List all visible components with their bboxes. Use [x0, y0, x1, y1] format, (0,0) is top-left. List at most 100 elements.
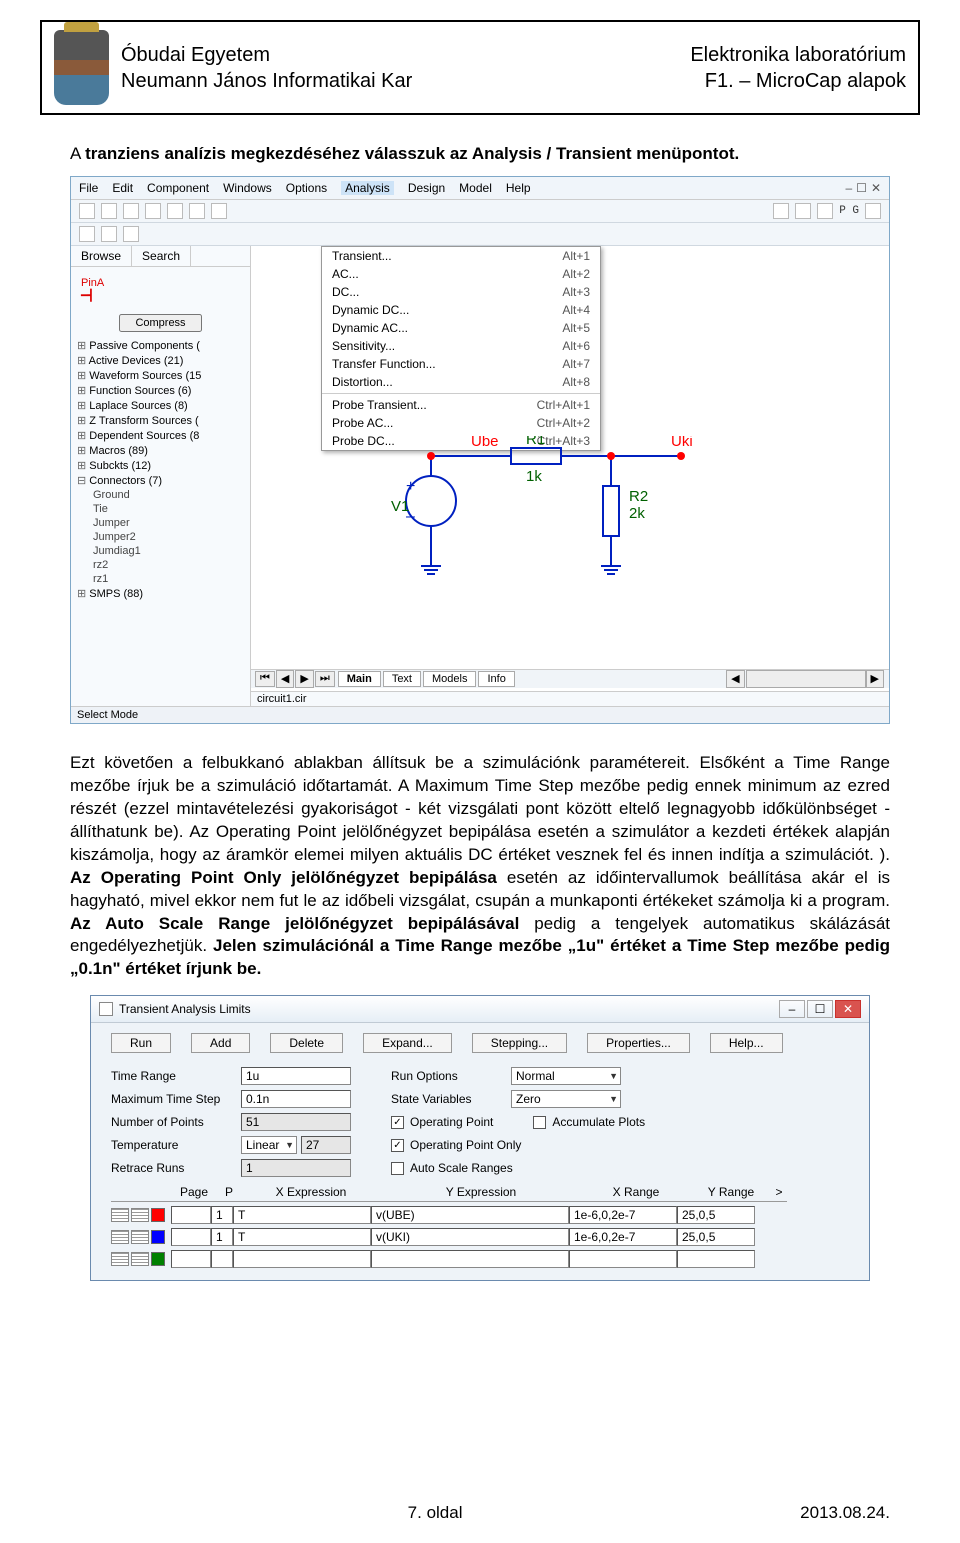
menu-item[interactable]: Dynamic AC...Alt+5: [322, 319, 600, 337]
dialog-button[interactable]: Properties...: [587, 1033, 690, 1053]
tool-icon[interactable]: [773, 203, 789, 219]
input-time-range[interactable]: 1u: [241, 1067, 351, 1085]
tab-search[interactable]: Search: [132, 246, 191, 266]
analysis-dropdown[interactable]: Transient...Alt+1AC...Alt+2DC...Alt+3Dyn…: [321, 246, 601, 451]
select-linear[interactable]: Linear: [241, 1136, 297, 1154]
menu-item[interactable]: Sensitivity...Alt+6: [322, 337, 600, 355]
tool-icon[interactable]: [795, 203, 811, 219]
minimize-icon[interactable]: –: [779, 1000, 805, 1018]
checkbox-operating-point-only[interactable]: ✓: [391, 1139, 404, 1152]
tree-item[interactable]: Z Transform Sources (: [77, 413, 244, 428]
col-yrange: Y Range: [691, 1185, 771, 1202]
tree-item[interactable]: rz1: [77, 572, 244, 586]
print-icon[interactable]: [145, 203, 161, 219]
maximize-icon[interactable]: ☐: [807, 1000, 833, 1018]
tree-item[interactable]: Passive Components (: [77, 338, 244, 353]
menu-windows[interactable]: Windows: [223, 181, 272, 195]
menu-component[interactable]: Component: [147, 181, 209, 195]
save-icon[interactable]: [123, 203, 139, 219]
dialog-button[interactable]: Stepping...: [472, 1033, 567, 1053]
tree-item[interactable]: Macros (89): [77, 443, 244, 458]
close-icon[interactable]: ✕: [835, 1000, 861, 1018]
checkbox-operating-point[interactable]: ✓: [391, 1116, 404, 1129]
tree-item[interactable]: Jumper2: [77, 530, 244, 544]
tree-item[interactable]: Waveform Sources (15: [77, 368, 244, 383]
cut-icon[interactable]: [167, 203, 183, 219]
copy-icon[interactable]: [189, 203, 205, 219]
tab-nav-first[interactable]: ⏮: [255, 671, 275, 687]
compress-button[interactable]: Compress: [119, 314, 201, 332]
tree-item[interactable]: Function Sources (6): [77, 383, 244, 398]
tab-models[interactable]: Models: [423, 671, 476, 687]
tab-info[interactable]: Info: [478, 671, 514, 687]
tool-icon[interactable]: [101, 226, 117, 242]
grid-row[interactable]: [111, 1250, 849, 1268]
toolbar-row-1[interactable]: P G: [71, 200, 889, 223]
tab-nav-prev[interactable]: ◀: [276, 670, 294, 688]
grid-row[interactable]: 1Tv(UKI)1e-6,0,2e-725,0,5: [111, 1228, 849, 1246]
window-controls[interactable]: –☐✕: [845, 181, 881, 195]
sidebar-tabs[interactable]: Browse Search: [71, 246, 250, 267]
menu-design[interactable]: Design: [408, 181, 445, 195]
menu-item[interactable]: Dynamic DC...Alt+4: [322, 301, 600, 319]
menu-item[interactable]: DC...Alt+3: [322, 283, 600, 301]
menu-analysis[interactable]: Analysis: [341, 181, 394, 195]
canvas-tabbar[interactable]: ⏮ ◀ ▶ ⏭ Main Text Models Info ◀▶: [251, 669, 889, 688]
tree-item[interactable]: Laplace Sources (8): [77, 398, 244, 413]
dialog-button[interactable]: Expand...: [363, 1033, 452, 1053]
toolbar-row-2[interactable]: [71, 223, 889, 246]
col-xrange: X Range: [581, 1185, 691, 1202]
tree-item[interactable]: Active Devices (21): [77, 353, 244, 368]
tab-main[interactable]: Main: [338, 671, 381, 687]
tool-icon[interactable]: [865, 203, 881, 219]
grid-row[interactable]: 1Tv(UBE)1e-6,0,2e-725,0,5: [111, 1206, 849, 1224]
schematic-canvas[interactable]: Transient...Alt+1AC...Alt+2DC...Alt+3Dyn…: [251, 246, 889, 706]
tree-item[interactable]: Dependent Sources (8: [77, 428, 244, 443]
open-icon[interactable]: [101, 203, 117, 219]
tree-item[interactable]: Tie: [77, 502, 244, 516]
checkbox-auto-scale[interactable]: [391, 1162, 404, 1175]
tree-item[interactable]: rz2: [77, 558, 244, 572]
component-tree[interactable]: Passive Components (Active Devices (21)W…: [71, 334, 250, 706]
hscroll[interactable]: ◀▶: [726, 670, 885, 688]
select-state-variables[interactable]: Zero: [511, 1090, 621, 1108]
tree-item[interactable]: Jumper: [77, 516, 244, 530]
dialog-titlebar[interactable]: Transient Analysis Limits – ☐ ✕: [91, 996, 869, 1023]
tree-item[interactable]: Ground: [77, 488, 244, 502]
menu-item[interactable]: Probe Transient...Ctrl+Alt+1: [322, 396, 600, 414]
paste-icon[interactable]: [211, 203, 227, 219]
menu-options[interactable]: Options: [286, 181, 327, 195]
tree-item[interactable]: Connectors (7): [77, 473, 244, 488]
menu-help[interactable]: Help: [506, 181, 531, 195]
tab-nav-last[interactable]: ⏭: [315, 671, 335, 687]
input-temperature[interactable]: 27: [301, 1136, 351, 1154]
tree-item[interactable]: Jumdiag1: [77, 544, 244, 558]
tool-icon[interactable]: [123, 226, 139, 242]
input-retrace-runs[interactable]: 1: [241, 1159, 351, 1177]
tool-icon[interactable]: [79, 226, 95, 242]
menu-item[interactable]: Transfer Function...Alt+7: [322, 355, 600, 373]
menu-item[interactable]: Probe AC...Ctrl+Alt+2: [322, 414, 600, 432]
dialog-button[interactable]: Run: [111, 1033, 171, 1053]
menu-item[interactable]: AC...Alt+2: [322, 265, 600, 283]
tree-item[interactable]: Subckts (12): [77, 458, 244, 473]
select-run-options[interactable]: Normal: [511, 1067, 621, 1085]
menu-item[interactable]: Distortion...Alt+8: [322, 373, 600, 391]
menu-model[interactable]: Model: [459, 181, 492, 195]
input-number-points[interactable]: 51: [241, 1113, 351, 1131]
tab-nav-next[interactable]: ▶: [295, 670, 313, 688]
menu-file[interactable]: File: [79, 181, 98, 195]
tab-browse[interactable]: Browse: [71, 246, 132, 266]
menu-edit[interactable]: Edit: [112, 181, 133, 195]
tab-text[interactable]: Text: [383, 671, 421, 687]
menubar[interactable]: File Edit Component Windows Options Anal…: [71, 177, 889, 200]
tool-icon[interactable]: [817, 203, 833, 219]
dialog-button[interactable]: Help...: [710, 1033, 783, 1053]
checkbox-accumulate-plots[interactable]: [533, 1116, 546, 1129]
new-icon[interactable]: [79, 203, 95, 219]
tree-item[interactable]: SMPS (88): [77, 586, 244, 601]
dialog-button[interactable]: Delete: [270, 1033, 343, 1053]
menu-item[interactable]: Transient...Alt+1: [322, 247, 600, 265]
input-max-time-step[interactable]: 0.1n: [241, 1090, 351, 1108]
dialog-button[interactable]: Add: [191, 1033, 250, 1053]
